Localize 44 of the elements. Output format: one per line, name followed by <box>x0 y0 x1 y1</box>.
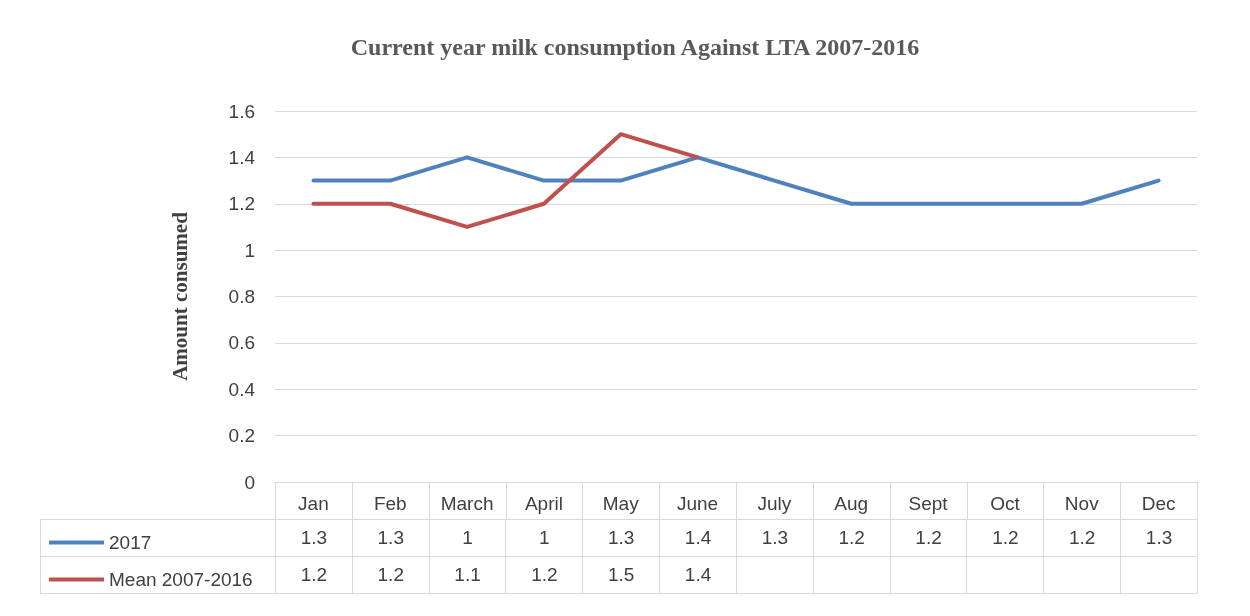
data-label: 1.2 <box>966 519 1044 557</box>
data-label: 1.2 <box>275 556 353 594</box>
x-tick-label: Dec <box>1141 493 1176 514</box>
data-label: 1.3 <box>1120 519 1198 557</box>
line-series <box>311 132 700 229</box>
data-label: 1 <box>429 519 506 557</box>
x-tick-label: March <box>440 493 494 514</box>
data-label: 1.1 <box>429 556 506 594</box>
x-tick-label: Oct <box>990 493 1021 514</box>
data-label: 1.4 <box>659 519 737 557</box>
y-tick-label: 0.8 <box>228 286 255 307</box>
y-tick-label: 0.4 <box>228 378 256 400</box>
data-label: 1.3 <box>582 519 660 557</box>
data-label: 1.4 <box>659 556 737 594</box>
chart-title: Current year milk consumption Against LTA 2007-2016 <box>350 34 920 60</box>
y-tick-label: 1.6 <box>228 100 255 122</box>
y-tick-label: 1 <box>244 239 255 261</box>
data-label: 1.2 <box>352 556 430 594</box>
data-label: 1.2 <box>505 556 583 594</box>
x-tick-label: July <box>757 493 792 514</box>
y-tick-label: 0 <box>244 471 255 493</box>
y-tick-label: 1.2 <box>228 193 255 215</box>
data-label: 1.3 <box>275 519 353 557</box>
legend-label: Mean 2007-2016 <box>109 569 253 590</box>
data-label: 1.2 <box>1043 519 1121 557</box>
y-tick-label: 0.2 <box>228 425 255 447</box>
data-label: 1 <box>505 519 583 557</box>
x-tick-label: Sept <box>908 493 949 514</box>
legend-label: 2017 <box>109 532 152 553</box>
data-label: 1.3 <box>352 519 430 557</box>
data-label: 1.2 <box>813 519 891 557</box>
y-axis-title: Amount consumed <box>167 211 192 381</box>
data-label: 1.3 <box>736 519 814 557</box>
y-tick-label: 1.4 <box>228 146 256 168</box>
x-tick-label: Jan <box>298 493 329 514</box>
x-tick-label: May <box>602 493 640 514</box>
y-tick-label: 0.6 <box>228 332 255 354</box>
data-label: 1.5 <box>582 556 660 594</box>
x-tick-label: Aug <box>834 493 869 514</box>
x-tick-label: April <box>524 493 563 514</box>
x-tick-label: Feb <box>373 493 407 514</box>
x-tick-label: June <box>676 493 719 514</box>
data-label: 1.2 <box>890 519 967 557</box>
x-tick-label: Nov <box>1064 493 1100 514</box>
